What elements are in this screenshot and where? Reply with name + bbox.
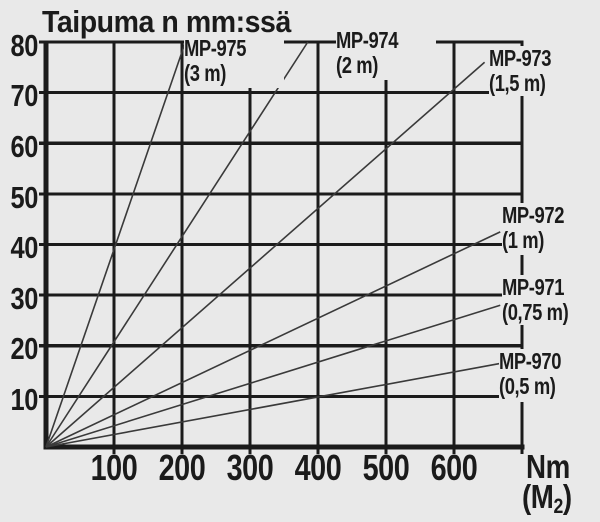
y-tick-label: 70 bbox=[10, 78, 39, 113]
series-label-mp-970: MP-970 (0,5 m) bbox=[499, 349, 591, 402]
series-name: MP-973 bbox=[489, 45, 552, 71]
unit-paren-close: ) bbox=[562, 478, 572, 515]
chart-title: Taipuma n mm:ssä bbox=[42, 4, 291, 39]
x-tick-label: 300 bbox=[226, 447, 274, 488]
unit-paren-open: (M bbox=[522, 478, 554, 515]
y-tick-label: 10 bbox=[10, 382, 39, 417]
x-tick-label: 600 bbox=[430, 447, 478, 488]
x-tick-label: 200 bbox=[158, 447, 206, 488]
series-name: MP-972 bbox=[502, 202, 565, 228]
series-length: (2 m) bbox=[336, 52, 378, 78]
series-label-mp-974: MP-974 (2 m) bbox=[336, 28, 436, 80]
series-length: (0,5 m) bbox=[499, 373, 556, 399]
y-tick-label: 50 bbox=[10, 180, 39, 215]
y-tick-label: 20 bbox=[10, 331, 39, 366]
series-label-mp-973: MP-973 (1,5 m) bbox=[489, 46, 581, 96]
y-tick-label: 30 bbox=[10, 281, 39, 316]
series-name: MP-974 bbox=[336, 27, 399, 53]
series-length: (3 m) bbox=[184, 60, 226, 86]
series-name: MP-975 bbox=[184, 35, 247, 61]
series-name: MP-970 bbox=[499, 348, 562, 374]
x-axis-unit-subscript-line: (M2) bbox=[522, 478, 572, 518]
series-label-mp-971: MP-971 (0,75 m) bbox=[502, 275, 594, 325]
unit-subscript: 2 bbox=[553, 495, 563, 518]
series-label-mp-975: MP-975 (3 m) bbox=[184, 36, 284, 88]
series-label-mp-972: MP-972 (1 m) bbox=[502, 203, 592, 255]
y-tick-label: 40 bbox=[10, 230, 39, 265]
series-name: MP-971 bbox=[502, 274, 565, 300]
series-length: (1,5 m) bbox=[489, 70, 546, 96]
x-axis-unit: Nm bbox=[526, 448, 570, 485]
x-tick-label: 100 bbox=[90, 447, 138, 488]
y-tick-label: 80 bbox=[10, 28, 39, 63]
series-length: (1 m) bbox=[502, 227, 544, 253]
x-tick-label: 500 bbox=[362, 447, 410, 488]
series-length: (0,75 m) bbox=[502, 299, 569, 325]
x-tick-label: 400 bbox=[294, 447, 342, 488]
y-tick-label: 60 bbox=[10, 129, 39, 164]
